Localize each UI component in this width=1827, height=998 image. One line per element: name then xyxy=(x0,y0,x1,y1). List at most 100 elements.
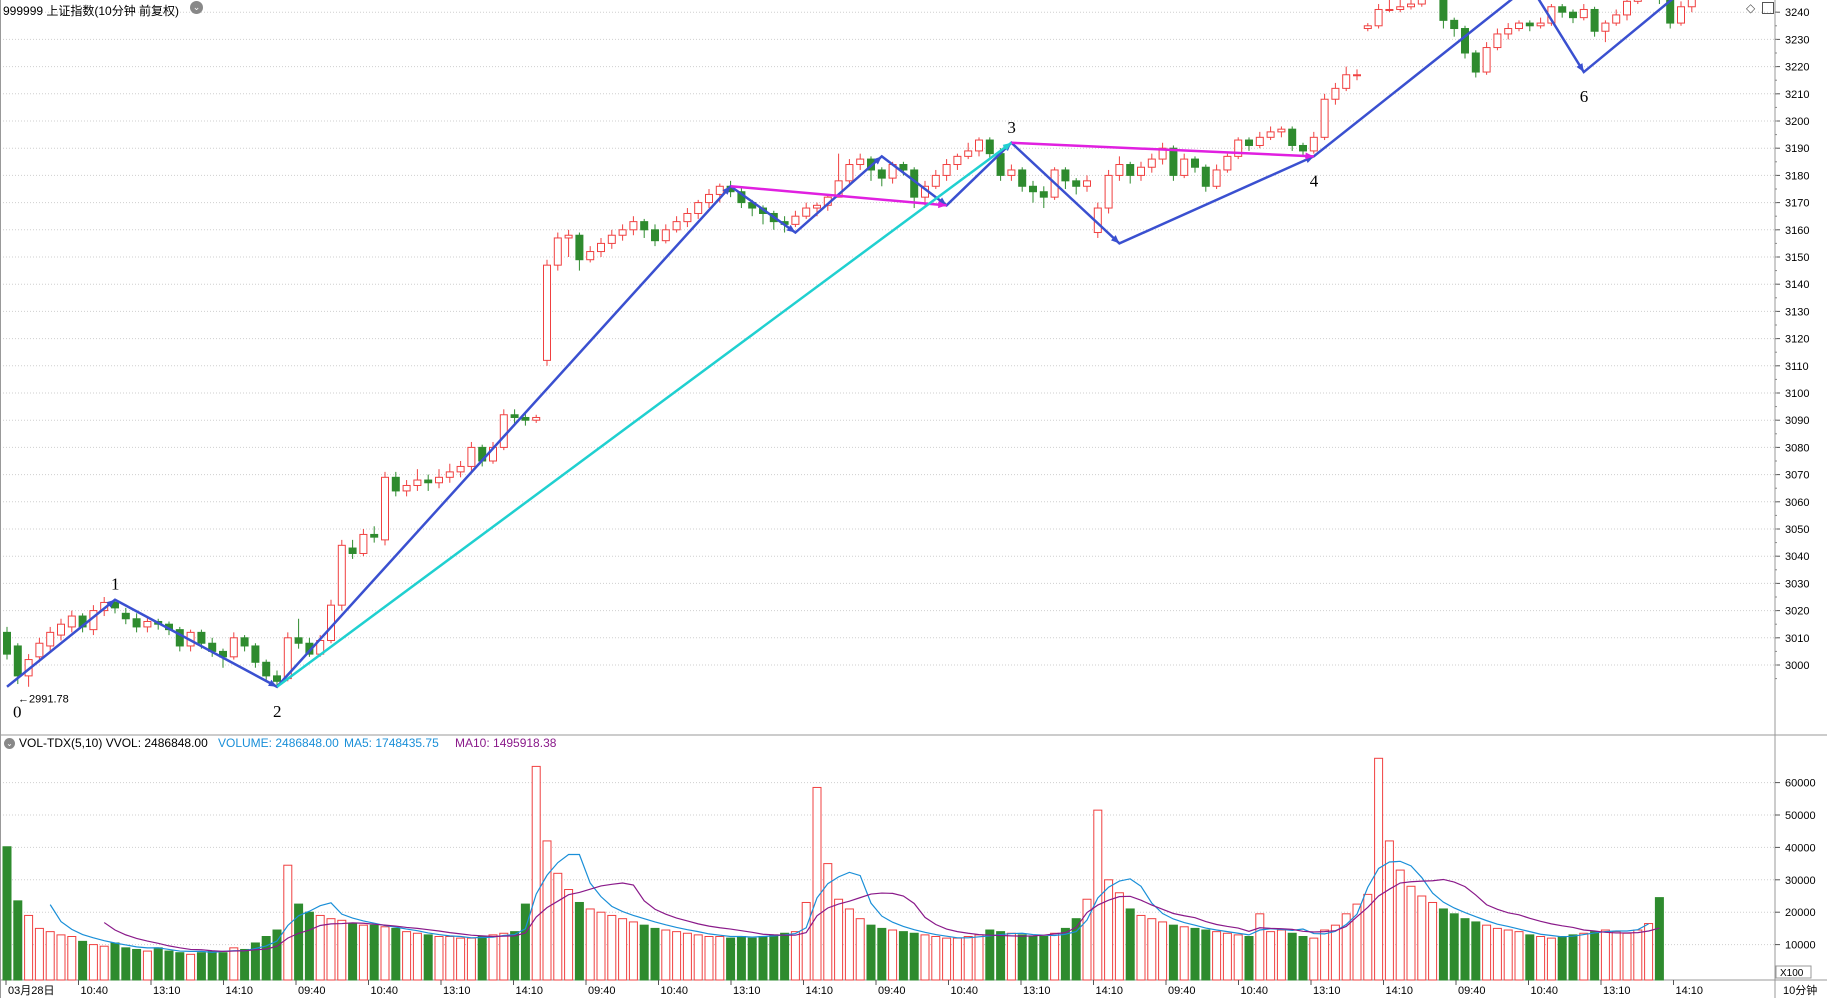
candle-up xyxy=(67,615,76,628)
wave-arrowhead xyxy=(786,224,796,233)
volume-bar-up xyxy=(618,918,628,981)
volume-bar-up xyxy=(823,863,833,981)
candle-down xyxy=(1029,185,1037,193)
volume-bar-down xyxy=(1471,921,1481,981)
panel-toggle-icon[interactable] xyxy=(1762,2,1774,14)
candle-up xyxy=(35,642,44,658)
volume-bar-down xyxy=(639,924,649,981)
candle-down xyxy=(391,476,400,492)
volume-bar-up xyxy=(1104,879,1114,981)
candle-up xyxy=(1104,174,1113,209)
candle-up xyxy=(942,164,951,176)
wave-label: 2 xyxy=(273,702,282,721)
price-tick-label: 3200 xyxy=(1785,116,1809,128)
time-tick-label: 13:10 xyxy=(733,985,761,997)
volume-bar-down xyxy=(121,947,131,981)
volume-bar-up xyxy=(1600,929,1610,981)
candle-up xyxy=(543,264,551,361)
volume-bar-up xyxy=(1363,893,1373,981)
volume-bar-up xyxy=(888,929,898,981)
wave-arrowhead xyxy=(873,156,882,165)
volume-bar-up xyxy=(952,937,962,981)
wave-arrowhead xyxy=(722,186,731,195)
channel-arrowhead xyxy=(938,201,947,209)
candle-down xyxy=(262,661,271,677)
volume-bar-up xyxy=(1417,895,1427,981)
candle-up xyxy=(1255,136,1264,146)
candle-up xyxy=(1363,25,1372,30)
price-tick-label: 3000 xyxy=(1785,660,1809,672)
price-tick-label: 3120 xyxy=(1785,334,1809,346)
candle-up xyxy=(456,465,465,473)
time-unit-label: 10分钟 xyxy=(1783,983,1817,997)
volume-bar-down xyxy=(866,924,876,981)
candle-up xyxy=(683,212,692,223)
chevron-down-icon[interactable]: ⌄ xyxy=(190,1,203,14)
wave-arrowhead xyxy=(268,679,277,687)
volume-bar-up xyxy=(1633,929,1643,981)
candle-up xyxy=(57,623,65,636)
price-tick-label: 3080 xyxy=(1785,442,1809,454)
diamond-icon[interactable]: ◇ xyxy=(1746,1,1756,15)
volume-bar-up xyxy=(963,936,973,981)
volume-bars[interactable] xyxy=(2,757,1664,981)
candle-up xyxy=(532,416,541,421)
volume-bar-up xyxy=(607,914,617,981)
volume-bar-down xyxy=(240,948,250,981)
volume-bar-down xyxy=(1568,934,1578,981)
scale-badge xyxy=(1775,965,1812,979)
price-tick-label: 3210 xyxy=(1785,89,1809,101)
volume-bar-up xyxy=(715,936,725,981)
candle-down xyxy=(1191,158,1199,168)
volume-bar-down xyxy=(877,927,887,981)
volume-bar-up xyxy=(1503,929,1513,981)
volume-bar-up xyxy=(88,944,98,981)
candle-up xyxy=(802,207,811,217)
volume-bar-down xyxy=(132,948,142,981)
volume-bar-down xyxy=(1298,936,1308,981)
volume-bar-up xyxy=(434,936,444,981)
volume-bar-up xyxy=(1622,932,1632,981)
volume-ma-lines xyxy=(49,853,1660,953)
time-tick-label: 14:10 xyxy=(226,985,254,997)
candle-down xyxy=(251,645,260,663)
volume-bar-up xyxy=(1114,892,1124,981)
volume-bar-down xyxy=(1168,924,1178,981)
price-tick-label: 3030 xyxy=(1785,578,1809,590)
candle-up xyxy=(791,215,800,225)
price-tick-label: 3070 xyxy=(1785,470,1809,482)
wave-lines: 01234567←2991.78←3254.14 xyxy=(6,0,1674,721)
volume-bar-up xyxy=(1082,898,1092,981)
volume-bar-up xyxy=(596,911,606,981)
candlestick-series[interactable] xyxy=(3,0,1696,687)
volume-bar-up xyxy=(1320,929,1330,981)
vol-ma5-value: MA5: 1748435.75 xyxy=(344,736,439,750)
candle-down xyxy=(1590,8,1599,32)
volume-bar-up xyxy=(499,932,509,981)
candle-up xyxy=(1493,33,1502,49)
volume-bar-up xyxy=(920,934,930,981)
candle-up xyxy=(661,229,670,242)
volume-bar-up xyxy=(1406,885,1416,981)
volume-bar-down xyxy=(1071,918,1081,981)
volume-bar-up xyxy=(488,934,498,981)
volume-bar-up xyxy=(34,927,44,981)
candle-up xyxy=(1115,164,1124,176)
volume-bar-up xyxy=(1266,931,1276,981)
candle-up xyxy=(856,158,865,166)
time-tick-label: 09:40 xyxy=(588,985,616,997)
chevron-down-icon[interactable]: ⌄ xyxy=(4,738,15,749)
volume-bar-down xyxy=(1125,908,1135,981)
candle-down xyxy=(1525,22,1534,27)
volume-bar-down xyxy=(996,931,1006,981)
candle-down xyxy=(651,229,659,242)
price-tick-label: 3060 xyxy=(1785,497,1809,509)
candle-down xyxy=(348,547,357,554)
candle-down xyxy=(121,612,130,620)
candle-up xyxy=(564,234,573,239)
volume-bar-up xyxy=(661,929,671,981)
candle-down xyxy=(899,164,908,171)
volume-bar-up xyxy=(1395,869,1405,981)
volume-bar-up xyxy=(1428,901,1438,981)
